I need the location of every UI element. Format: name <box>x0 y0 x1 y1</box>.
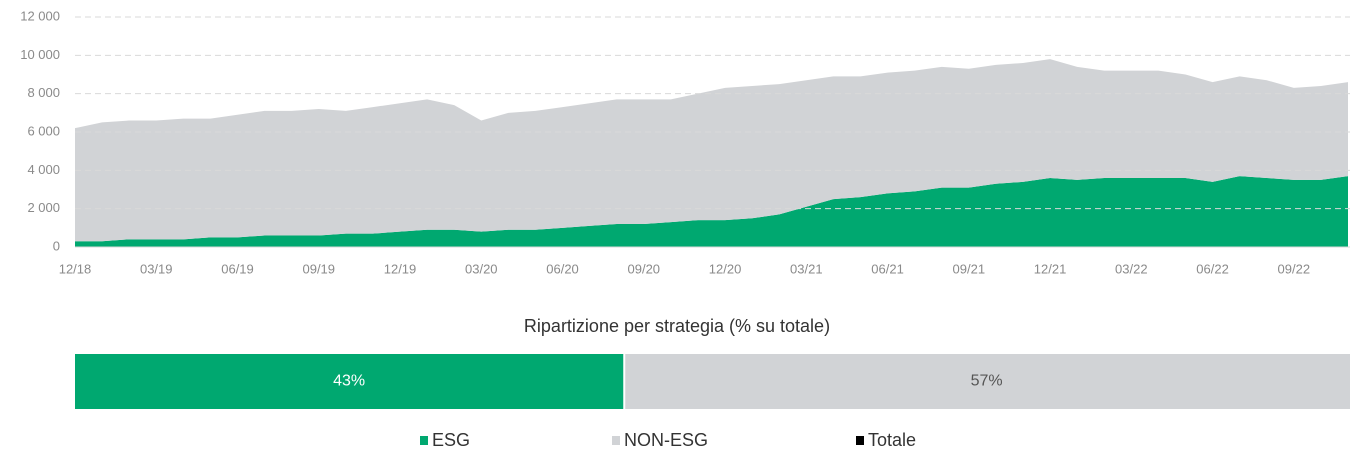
y-tick-label: 10 000 <box>20 47 60 62</box>
x-tick-label: 06/19 <box>221 261 254 276</box>
x-tick-label: 06/21 <box>871 261 904 276</box>
x-tick-label: 06/20 <box>546 261 579 276</box>
bar-segment <box>625 354 1350 409</box>
area <box>75 176 1348 247</box>
y-tick-label: 0 <box>53 238 60 253</box>
legend-swatch <box>856 436 864 445</box>
x-tick-label: 12/19 <box>384 261 417 276</box>
x-tick-label: 09/19 <box>302 261 335 276</box>
data-label: 43% <box>333 373 365 390</box>
y-tick-label: 2 000 <box>27 200 60 215</box>
x-tick-label: 03/21 <box>790 261 823 276</box>
legend-label: ESG <box>432 430 470 450</box>
y-tick-label: 8 000 <box>27 85 60 100</box>
x-tick-label: 06/22 <box>1196 261 1229 276</box>
x-tick-label: 12/20 <box>709 261 742 276</box>
bar-segment <box>75 354 624 409</box>
legend-label: NON-ESG <box>624 430 708 450</box>
data-label: 57% <box>971 373 1003 390</box>
y-tick-label: 4 000 <box>27 162 60 177</box>
legend-label: Totale <box>868 430 916 450</box>
legend-swatch <box>612 436 620 445</box>
x-tick-label: 12/21 <box>1034 261 1067 276</box>
x-tick-label: 03/22 <box>1115 261 1148 276</box>
x-tick-label: 09/21 <box>953 261 986 276</box>
x-tick-label: 09/20 <box>628 261 661 276</box>
x-tick-label: 03/20 <box>465 261 498 276</box>
y-tick-label: 12 000 <box>20 8 60 23</box>
area <box>75 59 1348 242</box>
legend-swatch <box>420 436 428 445</box>
y-tick-label: 6 000 <box>27 123 60 138</box>
x-tick-label: 12/18 <box>59 261 92 276</box>
x-tick-label: 09/22 <box>1278 261 1311 276</box>
bar-title: Ripartizione per strategia (% su totale) <box>524 316 830 336</box>
x-tick-label: 03/19 <box>140 261 173 276</box>
